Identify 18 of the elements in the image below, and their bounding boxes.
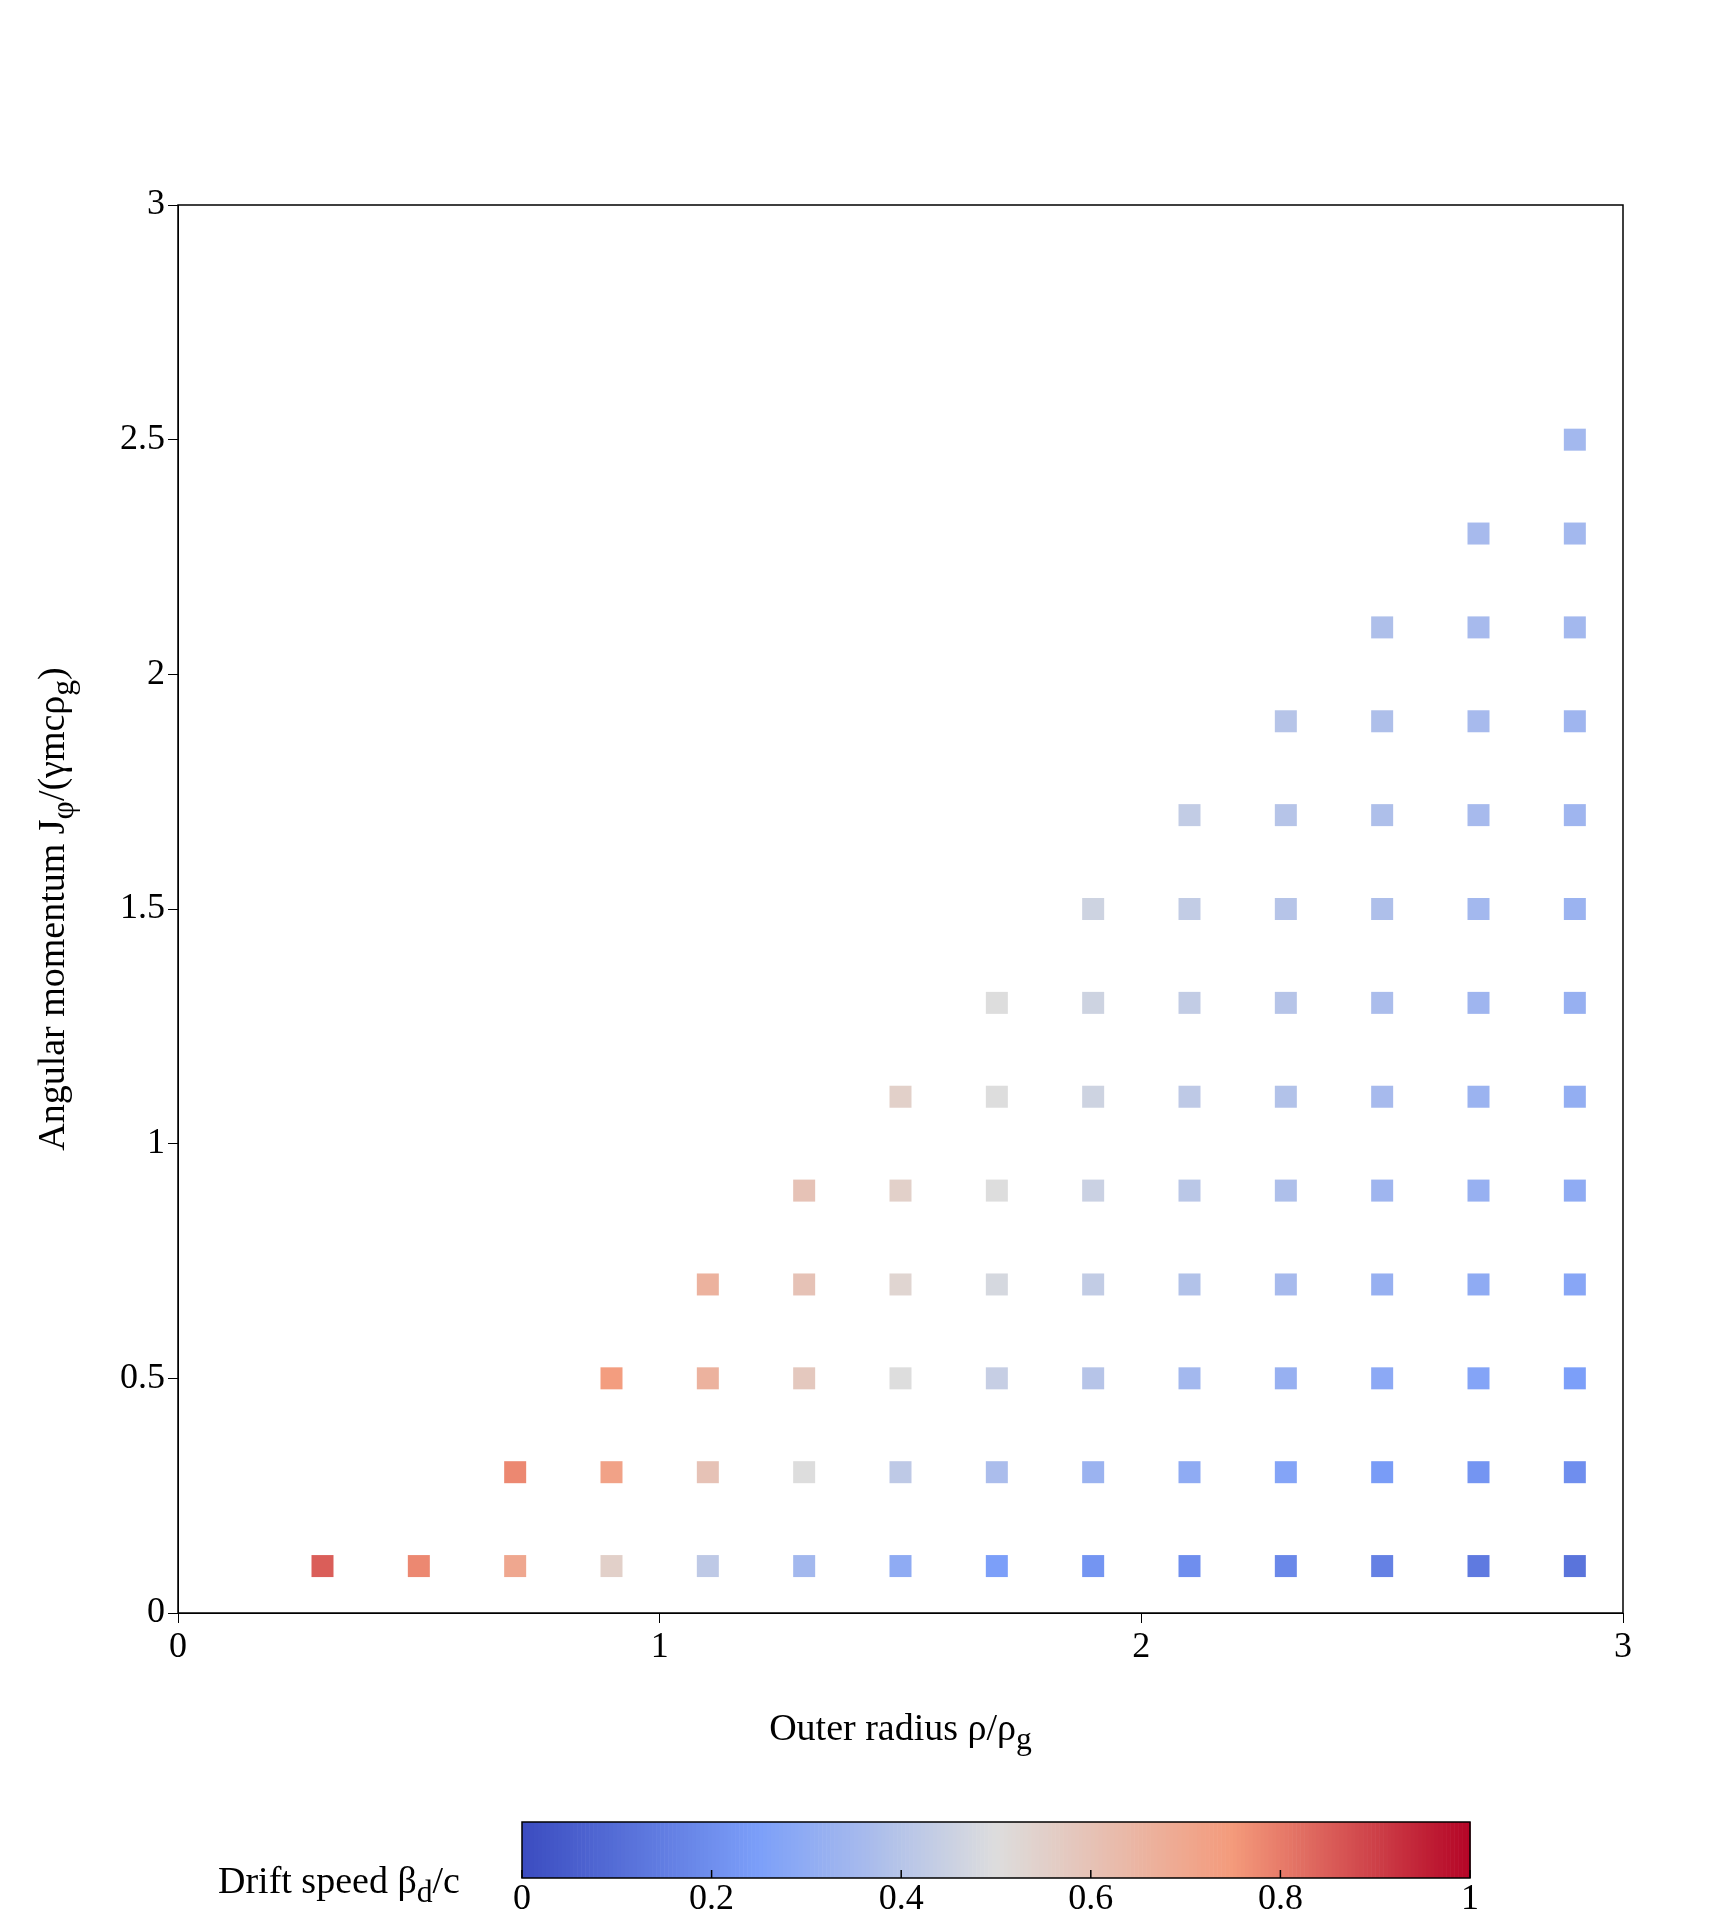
y-tick-label: 2.5 [120,417,165,458]
x-tick-label: 1 [650,1625,669,1666]
x-tick-label: 3 [1614,1625,1632,1666]
y-tick-label: 1 [147,1121,165,1162]
y-tick-label: 2 [147,651,165,692]
y-tick-label: 0 [147,1590,165,1631]
x-tick-label: 2 [1132,1625,1151,1666]
y-tick-label: 0.5 [120,1355,165,1396]
color-bar-label: 0.2 [689,1877,735,1918]
x-axis-title: Outer radius ρ/ρ$_{g}$ [769,1705,1032,1757]
color-bar-label: 0.4 [878,1877,924,1918]
y-tick-label: 1.5 [120,886,165,927]
color-bar-label: 1 [1461,1877,1479,1918]
color-bar-title: Drift speed β$_{d}$/c [218,1858,460,1910]
color-bar-label: 0.8 [1257,1877,1303,1918]
y-tick-label: 3 [147,182,165,223]
color-bar-label: 0.6 [1068,1877,1114,1918]
color-bar-label: 0 [513,1877,531,1918]
